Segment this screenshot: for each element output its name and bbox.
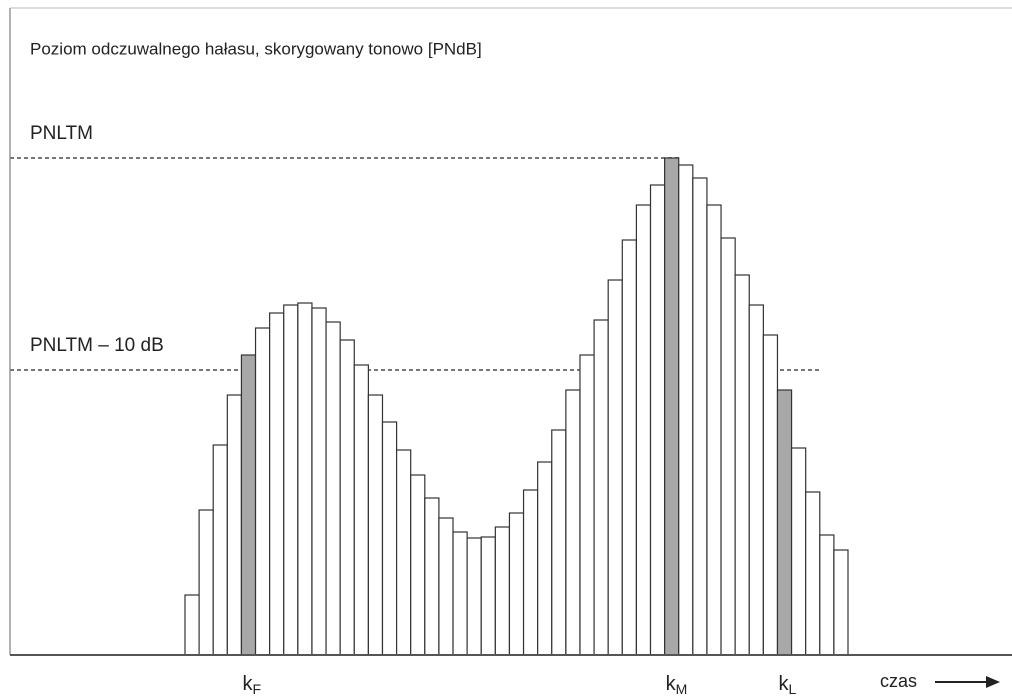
bar xyxy=(438,517,454,656)
bar xyxy=(678,164,694,656)
x-tick-label: kM xyxy=(666,673,688,696)
bar xyxy=(649,184,666,656)
bar xyxy=(508,512,525,656)
bar xyxy=(819,534,835,656)
bar xyxy=(198,509,214,656)
arrow-head xyxy=(986,676,1000,688)
bar xyxy=(466,537,482,656)
bar xyxy=(297,302,313,656)
bar xyxy=(212,444,228,656)
tick-label-subscript: F xyxy=(252,681,261,697)
x-axis-label: czas xyxy=(880,671,917,691)
bar xyxy=(579,354,595,656)
x-arrow xyxy=(935,676,1000,688)
bar xyxy=(734,274,750,656)
bar xyxy=(748,304,764,656)
bar xyxy=(494,526,511,656)
bar xyxy=(395,449,412,656)
bar xyxy=(805,491,821,656)
bar xyxy=(339,339,355,656)
reference-label: PNLTM – 10 dB xyxy=(30,335,164,356)
bar xyxy=(833,549,849,656)
bar xyxy=(254,327,271,656)
bar xyxy=(325,321,341,656)
bar xyxy=(452,531,468,656)
tick-label-subscript: M xyxy=(676,681,688,697)
bar xyxy=(522,489,539,656)
bar xyxy=(240,354,257,656)
bar xyxy=(720,237,736,656)
chart-title: Poziom odczuwalnego hałasu, skorygowany … xyxy=(30,39,482,58)
bar xyxy=(593,319,609,656)
bar xyxy=(664,157,680,656)
x-tick-label: kF xyxy=(242,673,261,696)
bar xyxy=(269,312,285,656)
bar xyxy=(537,461,553,656)
tick-label-base: k xyxy=(779,673,790,695)
bar xyxy=(776,389,793,656)
tick-label-base: k xyxy=(666,673,677,695)
bar xyxy=(480,536,496,656)
bar xyxy=(283,304,299,656)
tick-label-subscript: L xyxy=(789,681,797,697)
bar xyxy=(551,429,567,656)
bar xyxy=(762,334,779,656)
bar xyxy=(226,394,243,656)
bar xyxy=(184,594,200,656)
tick-label-base: k xyxy=(242,673,253,695)
reference-label: PNLTM xyxy=(30,123,93,144)
bar xyxy=(621,239,638,656)
bar xyxy=(706,204,722,656)
bar xyxy=(692,177,708,656)
bar xyxy=(410,474,426,656)
bar xyxy=(790,447,807,656)
bar xyxy=(607,279,623,656)
bar xyxy=(424,497,440,656)
bar xyxy=(381,421,398,656)
bar xyxy=(565,389,581,656)
x-tick-label: kL xyxy=(779,673,797,696)
bar xyxy=(635,204,652,656)
bar xyxy=(353,364,369,656)
bar xyxy=(367,394,384,656)
bar xyxy=(311,307,327,656)
